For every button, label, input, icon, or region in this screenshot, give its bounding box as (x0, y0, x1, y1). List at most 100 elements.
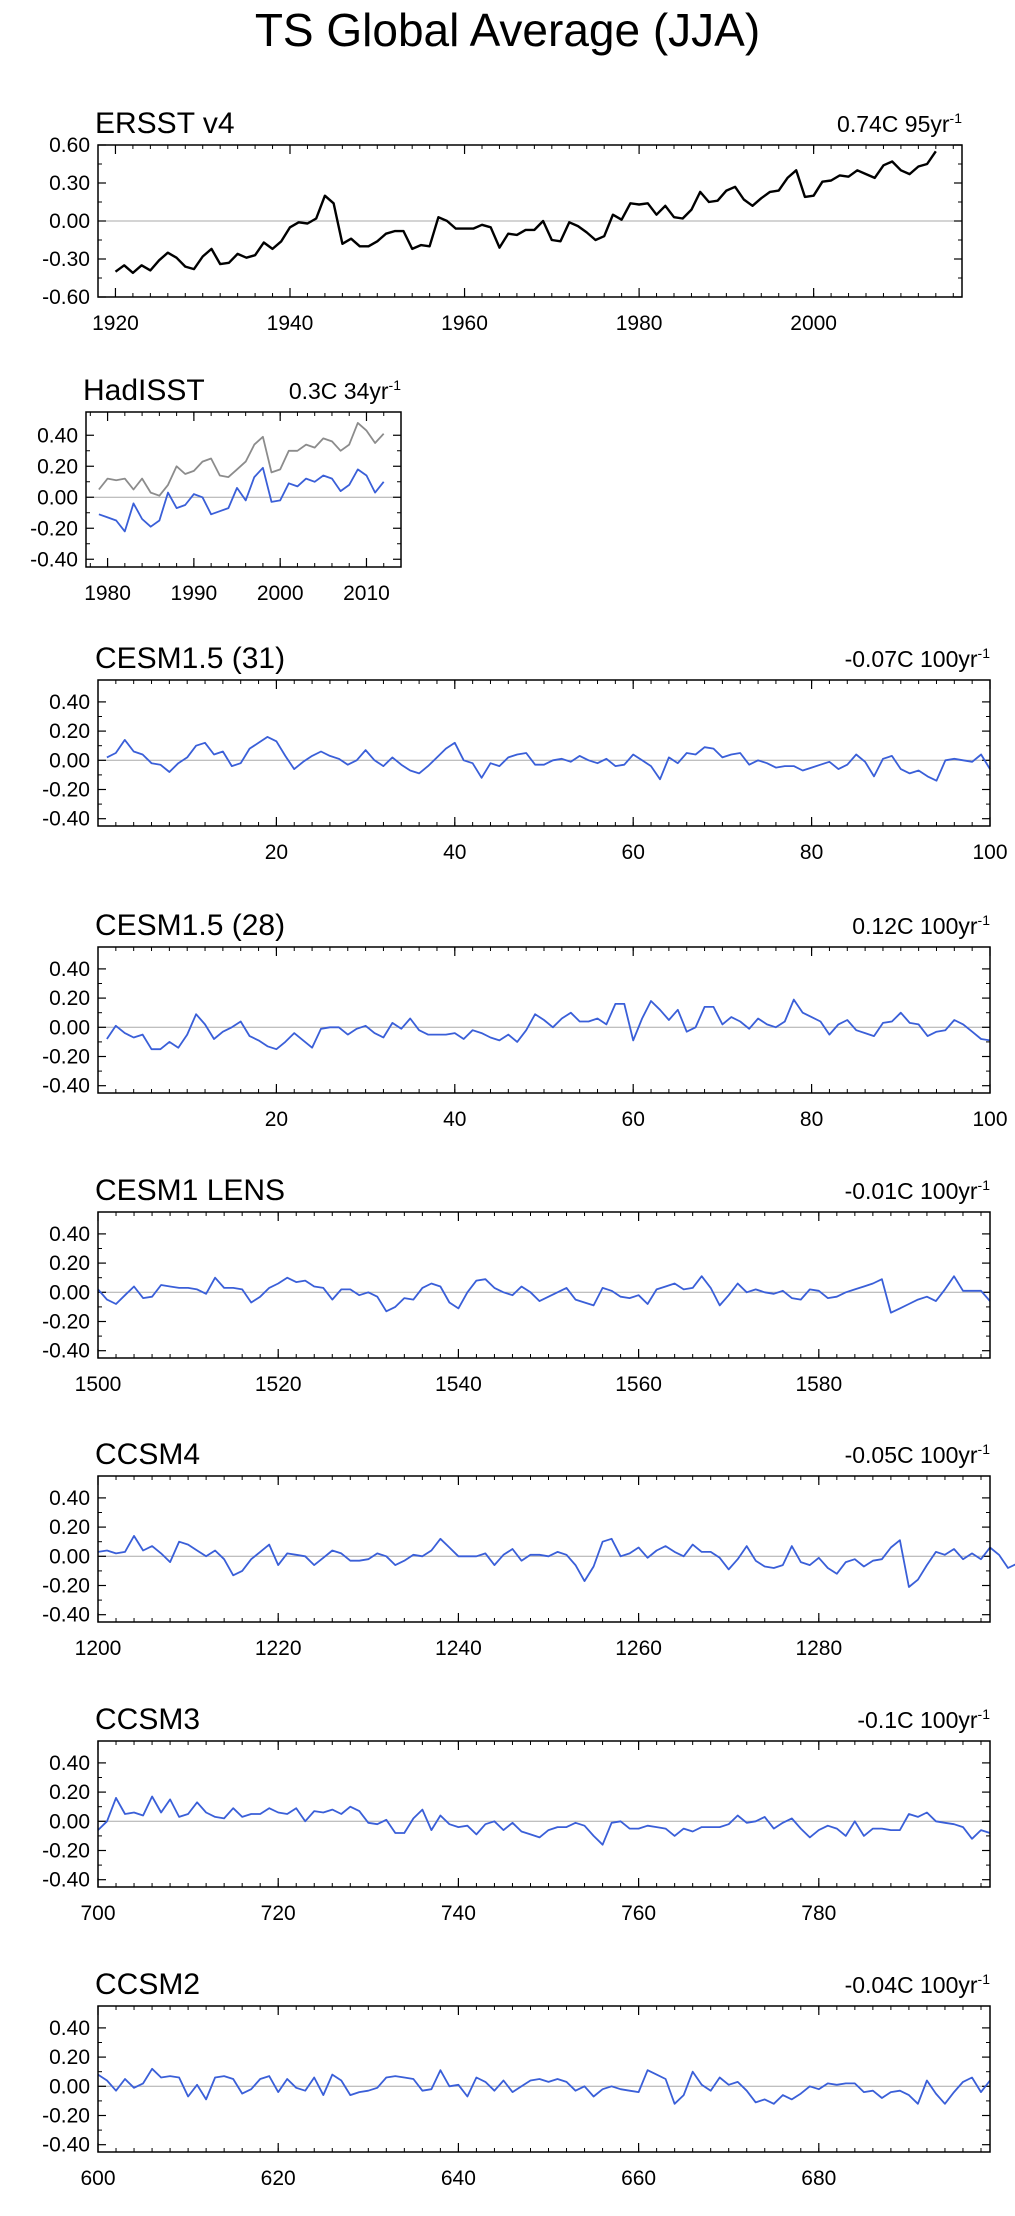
plot-frame (97, 2005, 991, 2153)
trend-label: 0.3C 34yr-1 (289, 377, 401, 404)
y-tick-label: 0.20 (49, 987, 90, 1010)
y-tick-label: -0.40 (42, 1604, 90, 1627)
plot-frame (97, 1475, 991, 1623)
x-tick-label: 100 (972, 1108, 1007, 1131)
plot-frame (97, 1740, 991, 1888)
y-tick-label: -0.20 (42, 1840, 90, 1863)
x-tick-label: 1920 (92, 312, 139, 335)
x-tick-label: 1990 (171, 582, 218, 605)
trend-label: -0.04C 100yr-1 (845, 1971, 991, 1998)
chart-panel-hadisst: -0.40 -0.20 0.00 0.20 0.40 1980 1990 2000 2010 Ha… (30, 374, 402, 605)
series-line (97, 1275, 991, 1314)
y-tick-label: 0.20 (49, 2046, 90, 2069)
series-line (97, 2067, 991, 2105)
x-tick-label: 1500 (75, 1373, 122, 1396)
x-tick-label: 20 (265, 1108, 288, 1131)
y-tick-label: 0.30 (49, 172, 90, 195)
y-tick-label: -0.30 (42, 248, 90, 271)
x-tick-label: 760 (621, 1902, 656, 1925)
y-tick-label: -0.40 (42, 1075, 90, 1098)
x-tick-label: 1980 (84, 582, 131, 605)
y-tick-label: 0.40 (49, 2017, 90, 2040)
y-tick-label: 0.40 (49, 691, 90, 714)
chart-panel-ccsm3: -0.40 -0.20 0.00 0.20 0.40 700 720 740 760 780 CCS… (42, 1703, 991, 1925)
x-tick-label: 640 (441, 2167, 476, 2190)
x-tick-label: 740 (441, 1902, 476, 1925)
chart-panel-ersst: -0.60 -0.30 0.00 0.30 0.60 1920 1940 1960 1980 20… (42, 107, 963, 335)
trend-exponent: -1 (389, 377, 402, 393)
x-tick-label: 700 (80, 1902, 115, 1925)
y-tick-label: 0.40 (49, 1487, 90, 1510)
series-line (97, 1535, 1015, 1588)
x-tick-label: 2000 (790, 312, 837, 335)
plot-frame (97, 144, 963, 298)
trend-value: 0.74C 95yr (837, 111, 950, 137)
trend-value: -0.07C 100yr (845, 646, 978, 672)
x-tick-label: 40 (443, 841, 466, 864)
x-tick-label: 40 (443, 1108, 466, 1131)
trend-exponent: -1 (978, 1706, 991, 1722)
trend-value: 0.3C 34yr (289, 378, 389, 404)
y-tick-label: -0.40 (42, 1869, 90, 1892)
figure-title: TS Global Average (JJA) (254, 4, 761, 56)
panel-title: CESM1.5 (28) (95, 909, 285, 942)
trend-label: 0.74C 95yr-1 (837, 110, 962, 137)
y-tick-label: 0.00 (49, 1545, 90, 1568)
panel-title: CCSM4 (95, 1438, 200, 1471)
plot-frame (97, 679, 991, 827)
trend-label: -0.07C 100yr-1 (845, 645, 991, 672)
x-tick-label: 600 (80, 2167, 115, 2190)
y-tick-label: 0.00 (37, 486, 78, 509)
trend-value: 0.12C 100yr (852, 913, 978, 939)
panel-title: CESM1 LENS (95, 1174, 285, 1207)
y-tick-label: 0.40 (49, 958, 90, 981)
trend-label: -0.05C 100yr-1 (845, 1441, 991, 1468)
x-tick-label: 100 (972, 841, 1007, 864)
plot-frame (97, 1211, 991, 1359)
series-line (98, 421, 385, 497)
trend-exponent: -1 (950, 110, 963, 126)
chart-panel-cesm15_31: -0.40 -0.20 0.00 0.20 0.40 20 40 60 80 100 CESM1.5… (42, 642, 1007, 864)
x-tick-label: 780 (801, 1902, 836, 1925)
panel-title: CESM1.5 (31) (95, 642, 285, 675)
x-tick-label: 1220 (255, 1637, 302, 1660)
chart-panel-ccsm2: -0.40 -0.20 0.00 0.20 0.40 600 620 640 660 680 CCS… (42, 1968, 991, 2190)
x-tick-label: 20 (265, 841, 288, 864)
y-tick-label: -0.40 (42, 2134, 90, 2157)
trend-value: -0.01C 100yr (845, 1178, 978, 1204)
x-tick-label: 680 (801, 2167, 836, 2190)
y-tick-label: -0.20 (42, 2105, 90, 2128)
x-tick-label: 1540 (435, 1373, 482, 1396)
x-tick-label: 620 (261, 2167, 296, 2190)
x-tick-label: 1240 (435, 1637, 482, 1660)
trend-exponent: -1 (978, 912, 991, 928)
panel-title: HadISST (83, 374, 205, 407)
y-tick-label: 0.20 (37, 455, 78, 478)
x-tick-label: 80 (800, 1108, 823, 1131)
plot-frame (85, 411, 402, 568)
chart-panel-cesm1_lens: -0.40 -0.20 0.00 0.20 0.40 1500 1520 1540 1560 15… (42, 1174, 991, 1396)
y-tick-label: 0.60 (49, 134, 90, 157)
y-tick-label: 0.00 (49, 1016, 90, 1039)
y-tick-label: -0.20 (42, 1311, 90, 1334)
y-tick-label: -0.60 (42, 286, 90, 309)
y-tick-label: -0.40 (30, 548, 78, 571)
y-tick-label: 0.00 (49, 210, 90, 233)
series-line (114, 150, 937, 275)
y-tick-label: 0.20 (49, 1781, 90, 1804)
trend-exponent: -1 (978, 1971, 991, 1987)
trend-label: 0.12C 100yr-1 (852, 912, 990, 939)
y-tick-label: 0.20 (49, 1252, 90, 1275)
y-tick-label: -0.20 (42, 779, 90, 802)
y-tick-label: -0.20 (42, 1575, 90, 1598)
trend-exponent: -1 (978, 1177, 991, 1193)
y-tick-label: 0.00 (49, 1281, 90, 1304)
series-line (98, 466, 385, 533)
x-tick-label: 1940 (267, 312, 314, 335)
x-tick-label: 1580 (795, 1373, 842, 1396)
y-tick-label: 0.20 (49, 1516, 90, 1539)
y-tick-label: -0.20 (30, 517, 78, 540)
x-tick-label: 80 (800, 841, 823, 864)
series-line (97, 1795, 991, 1846)
